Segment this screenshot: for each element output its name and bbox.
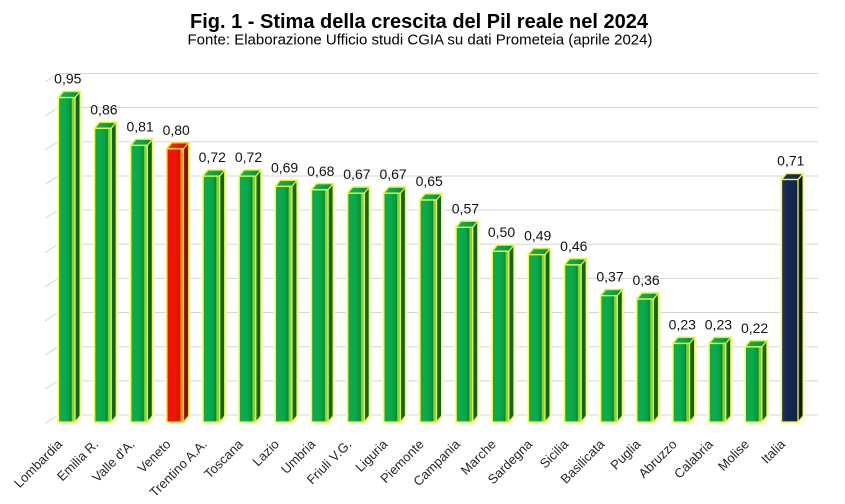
svg-text:0,23: 0,23 (669, 317, 696, 333)
svg-text:0,22: 0,22 (741, 320, 768, 336)
svg-text:0,46: 0,46 (560, 238, 587, 254)
svg-text:0,68: 0,68 (307, 163, 334, 179)
svg-text:0,57: 0,57 (452, 200, 479, 216)
svg-text:Lazio: Lazio (249, 437, 282, 470)
svg-text:Calabria: Calabria (671, 436, 716, 481)
svg-text:Toscana: Toscana (201, 436, 246, 481)
svg-text:Italia: Italia (758, 436, 789, 467)
svg-text:0,95: 0,95 (54, 71, 81, 87)
svg-text:0,72: 0,72 (235, 149, 262, 165)
svg-text:0,67: 0,67 (343, 166, 370, 182)
svg-text:Fonte: Elaborazione Ufficio st: Fonte: Elaborazione Ufficio studi CGIA s… (188, 32, 653, 49)
svg-text:0,72: 0,72 (199, 149, 226, 165)
svg-text:0,67: 0,67 (379, 166, 406, 182)
svg-text:0,23: 0,23 (705, 317, 732, 333)
svg-text:0,71: 0,71 (777, 153, 804, 169)
svg-text:0,86: 0,86 (90, 101, 117, 117)
svg-text:0,36: 0,36 (632, 272, 659, 288)
svg-text:Lombardia: Lombardia (11, 436, 66, 491)
svg-text:0,65: 0,65 (416, 173, 443, 189)
svg-text:0,37: 0,37 (596, 269, 623, 285)
svg-text:Molise: Molise (715, 437, 752, 474)
svg-text:0,49: 0,49 (524, 228, 551, 244)
svg-text:0,80: 0,80 (163, 122, 190, 138)
svg-text:Fig. 1 - Stima della crescita: Fig. 1 - Stima della crescita del Pil re… (190, 11, 649, 33)
svg-text:0,69: 0,69 (271, 159, 298, 175)
svg-text:0,81: 0,81 (126, 118, 153, 134)
svg-text:0,50: 0,50 (488, 224, 515, 240)
